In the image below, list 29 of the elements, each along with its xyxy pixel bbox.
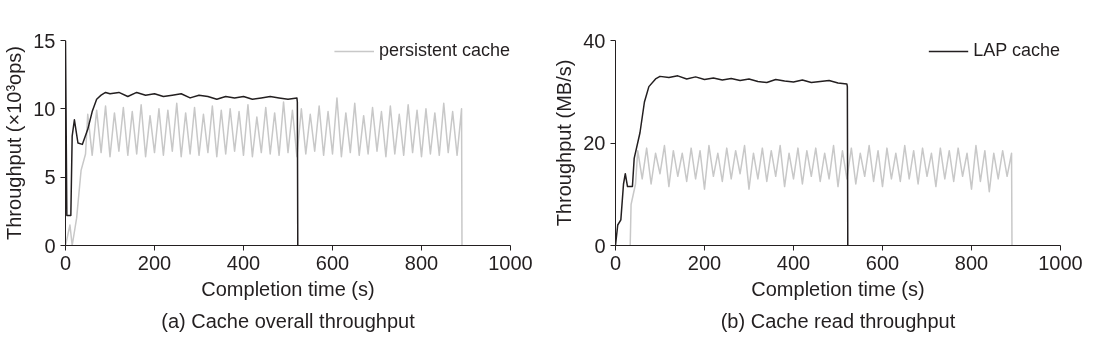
y-tick-label: 20 (583, 132, 606, 154)
x-tick-label: 1000 (488, 251, 533, 274)
line-series (65, 97, 463, 246)
y-tick-label: 5 (44, 166, 56, 189)
line-series (629, 144, 1013, 246)
y-tick-label: 15 (33, 29, 56, 52)
legend-label: LAP cache (973, 40, 1060, 61)
x-tick-label: 1000 (1038, 251, 1083, 274)
x-tick-label: 0 (59, 251, 72, 274)
x-tick-label: 800 (404, 251, 439, 274)
legend-label: persistent cache (378, 40, 510, 61)
y-tick-label: 40 (583, 29, 606, 52)
x-tick-label: 600 (865, 251, 900, 274)
text: (a) Cache overall throughput (161, 309, 416, 332)
x-tick-label: 600 (315, 251, 350, 274)
x-axis-title: Completion time (s) (751, 277, 925, 300)
x-tick-label: 400 (226, 251, 261, 274)
x-tick-label: 200 (687, 251, 722, 274)
y-axis-title: Throughput (MB/s) (553, 59, 576, 227)
y-tick-label: 10 (33, 97, 56, 120)
x-tick-label: 800 (954, 251, 989, 274)
y-axis-title: Throughput (×10³ops) (3, 45, 26, 240)
y-tick-label: 0 (44, 234, 56, 257)
x-tick-label: 0 (609, 251, 622, 274)
text: (b) Cache read throughput (720, 309, 956, 332)
x-axis-title: Completion time (s) (201, 277, 375, 300)
x-tick-label: 200 (137, 251, 172, 274)
x-tick-label: 400 (776, 251, 811, 274)
y-tick-label: 0 (594, 234, 606, 257)
